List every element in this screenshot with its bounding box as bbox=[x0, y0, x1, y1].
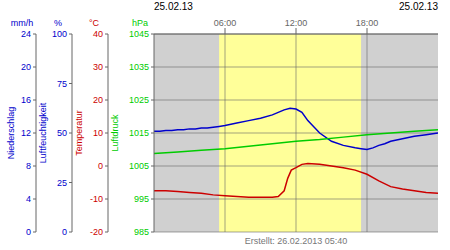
svg-text:1005: 1005 bbox=[129, 161, 149, 171]
svg-text:-10: -10 bbox=[90, 194, 103, 204]
html-text:25.02.13: 25.02.13 bbox=[399, 1, 438, 12]
svg-text:1045: 1045 bbox=[129, 29, 149, 39]
svg-text:0: 0 bbox=[62, 227, 67, 237]
svg-text:hPa: hPa bbox=[132, 18, 148, 28]
svg-text:12:00: 12:00 bbox=[285, 18, 308, 28]
svg-text:20: 20 bbox=[21, 62, 31, 72]
svg-text:50: 50 bbox=[57, 128, 67, 138]
svg-text:100: 100 bbox=[52, 29, 67, 39]
svg-text:Luftfeuchtigkeit: Luftfeuchtigkeit bbox=[38, 102, 48, 163]
html-text:25.02.13: 25.02.13 bbox=[154, 1, 193, 12]
svg-text:°C: °C bbox=[89, 18, 100, 28]
svg-text:0: 0 bbox=[26, 227, 31, 237]
svg-text:10: 10 bbox=[93, 128, 103, 138]
svg-text:1035: 1035 bbox=[129, 62, 149, 72]
svg-text:40: 40 bbox=[93, 29, 103, 39]
html-text:Erstellt: 26.02.2013 05:40: Erstellt: 26.02.2013 05:40 bbox=[244, 236, 348, 246]
svg-text:24: 24 bbox=[21, 29, 31, 39]
svg-text:1015: 1015 bbox=[129, 128, 149, 138]
svg-text:12: 12 bbox=[21, 128, 31, 138]
svg-text:30: 30 bbox=[93, 62, 103, 72]
svg-text:985: 985 bbox=[134, 227, 149, 237]
svg-text:mm/h: mm/h bbox=[11, 18, 34, 28]
svg-text:-20: -20 bbox=[90, 227, 103, 237]
svg-text:%: % bbox=[54, 18, 62, 28]
svg-text:18:00: 18:00 bbox=[356, 18, 379, 28]
svg-text:75: 75 bbox=[57, 79, 67, 89]
svg-text:Temperatur: Temperatur bbox=[74, 110, 84, 156]
svg-text:995: 995 bbox=[134, 194, 149, 204]
svg-text:4: 4 bbox=[26, 194, 31, 204]
svg-text:06:00: 06:00 bbox=[214, 18, 237, 28]
svg-text:0: 0 bbox=[98, 161, 103, 171]
svg-text:Luftdruck: Luftdruck bbox=[110, 114, 120, 152]
svg-text:20: 20 bbox=[93, 95, 103, 105]
svg-text:Niederschlag: Niederschlag bbox=[8, 107, 16, 160]
svg-text:1025: 1025 bbox=[129, 95, 149, 105]
svg-text:8: 8 bbox=[26, 161, 31, 171]
svg-text:16: 16 bbox=[21, 95, 31, 105]
svg-text:25: 25 bbox=[57, 178, 67, 188]
